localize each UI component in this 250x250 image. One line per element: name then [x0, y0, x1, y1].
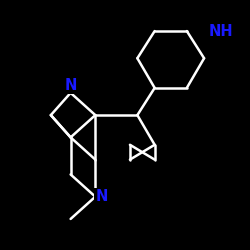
Text: N: N	[64, 78, 77, 93]
Text: NH: NH	[209, 24, 234, 38]
Text: N: N	[95, 189, 108, 204]
